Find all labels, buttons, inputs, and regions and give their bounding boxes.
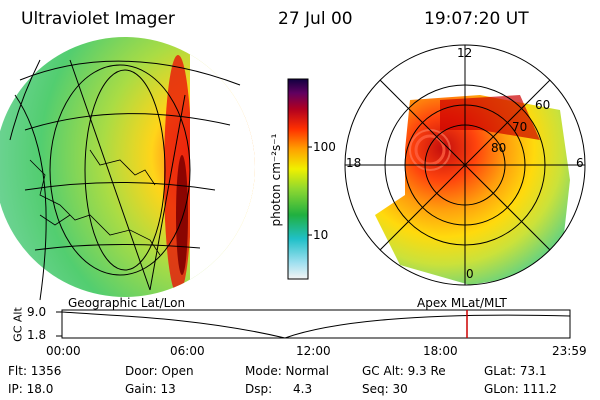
status-glon: GLon: 111.2	[484, 382, 557, 396]
orbit-xtick-0600: 06:00	[170, 344, 205, 358]
status-dsp-value: 4.3	[293, 382, 313, 396]
status-dsp-label: Dsp:	[245, 382, 273, 396]
mlat-label-70: 70	[512, 120, 528, 134]
left-panel-caption: Geographic Lat/Lon	[68, 296, 186, 310]
orbit-ytick-low: 1.8	[27, 328, 47, 342]
orbit-xtick-2359: 23:59	[552, 344, 587, 358]
colorbar-tick-10: 10	[313, 228, 329, 242]
mlt-label-18: 18	[346, 156, 362, 170]
mlt-label-0: 0	[466, 267, 474, 281]
status-gc-alt: GC Alt: 9.3 Re	[362, 364, 446, 378]
orbit-xtick-1800: 18:00	[423, 344, 458, 358]
orbit-xtick-1200: 12:00	[296, 344, 331, 358]
status-glat: GLat: 73.1	[484, 364, 547, 378]
status-door: Door: Open	[125, 364, 194, 378]
status-ip: IP: 18.0	[8, 382, 54, 396]
orbit-ytick-high: 9.0	[27, 305, 47, 319]
time-label: 19:07:20 UT	[424, 9, 529, 29]
orbit-xtick-0000: 00:00	[46, 344, 81, 358]
mlt-label-12: 12	[457, 46, 473, 60]
status-seq: Seq: 30	[362, 382, 408, 396]
date-label: 27 Jul 00	[278, 9, 353, 29]
right-panel-caption: Apex MLat/MLT	[417, 296, 507, 310]
mlat-label-80: 80	[491, 141, 507, 155]
status-gain: Gain: 13	[125, 382, 176, 396]
status-flt: Flt: 1356	[8, 364, 62, 378]
status-mode: Mode: Normal	[245, 364, 329, 378]
orbit-ylabel: GC Alt	[11, 307, 25, 342]
instrument-title: Ultraviolet Imager	[21, 9, 175, 29]
mlt-label-6: 6	[576, 156, 584, 170]
mlat-label-60: 60	[535, 98, 551, 112]
colorbar-tick-100: 100	[313, 140, 336, 154]
